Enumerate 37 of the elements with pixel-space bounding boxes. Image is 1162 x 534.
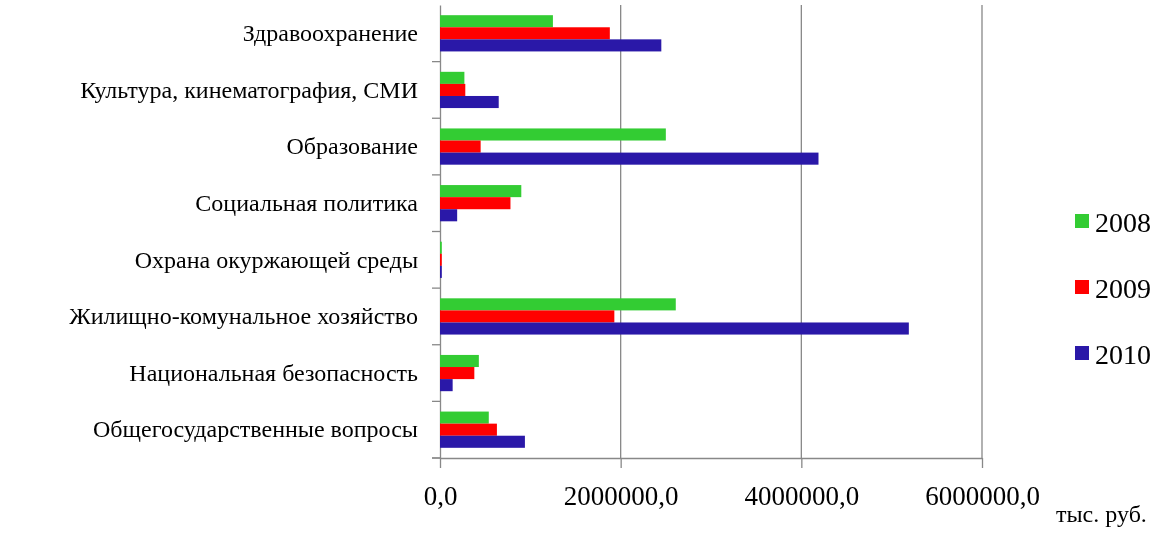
bar: [440, 71, 465, 84]
bar: [440, 185, 522, 198]
legend-label: 2009: [1095, 273, 1151, 304]
y-tick-label: Образование: [286, 133, 418, 160]
bar: [440, 140, 481, 153]
x-axis-title: тыс. руб.: [1056, 501, 1147, 527]
x-tick-label: 6000000,0: [925, 480, 1040, 511]
bar: [440, 411, 489, 424]
x-tick-label: 4000000,0: [744, 480, 860, 511]
x-tick-label: 0,0: [423, 480, 458, 511]
legend-label: 2008: [1095, 207, 1151, 238]
bar: [440, 209, 458, 222]
y-tick-label: Жилищно-комунальное хозяйство: [69, 303, 418, 330]
bar: [440, 435, 525, 448]
legend-label: 2010: [1095, 339, 1151, 370]
bar: [440, 322, 909, 335]
y-tick-label: Культура, кинематография, СМИ: [80, 76, 418, 103]
bar: [440, 128, 666, 141]
bar: [440, 83, 466, 96]
y-tick-label: Общегосударственные вопросы: [92, 416, 418, 443]
bar: [440, 95, 499, 109]
bar: [440, 298, 676, 311]
bar: [440, 15, 553, 28]
y-tick-label: Национальная безопасность: [129, 359, 419, 386]
bar: [440, 367, 475, 380]
bar: [440, 152, 819, 165]
y-tick-label: Здравоохранение: [242, 19, 418, 46]
bar: [440, 39, 662, 52]
bar: [440, 27, 610, 40]
bar: [440, 354, 479, 368]
bar: [440, 423, 497, 436]
x-tick-label: 2000000,0: [563, 480, 679, 511]
y-tick-label: Охрана окуржающей среды: [134, 246, 418, 273]
y-tick-label: Социальная политика: [195, 189, 419, 216]
bar: [440, 379, 453, 392]
bar: [440, 310, 615, 323]
bar: [440, 197, 511, 210]
